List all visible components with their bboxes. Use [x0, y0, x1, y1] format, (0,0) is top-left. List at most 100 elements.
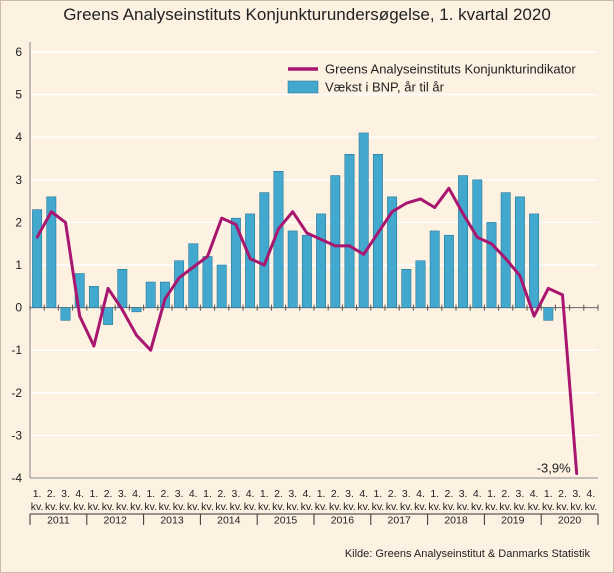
- indicator-point: [248, 257, 252, 260]
- x-tick-label-number: 3.: [459, 488, 468, 500]
- year-label-2018: 2018: [444, 515, 468, 527]
- x-tick-label-number: 2.: [558, 488, 567, 500]
- x-tick-label-kv: kv.: [201, 501, 214, 513]
- bar-2014-q1: [202, 256, 213, 308]
- indicator-point: [334, 244, 337, 248]
- indicator-point: [390, 210, 394, 214]
- x-tick-label-kv: kv.: [116, 501, 129, 513]
- y-tick-label: 3: [15, 173, 22, 187]
- x-tick-label-number: 4.: [132, 488, 141, 500]
- indicator-point: [504, 257, 508, 260]
- year-label-2015: 2015: [274, 515, 298, 527]
- bar-layer: [32, 132, 554, 325]
- bar-2019-q1: [486, 222, 497, 308]
- bar-2012-q1: [88, 286, 99, 308]
- x-tick-label-number: 3.: [345, 488, 354, 500]
- bar-2016-q4: [358, 132, 369, 308]
- indicator-point: [305, 231, 309, 235]
- x-tick-label-number: 4.: [587, 488, 596, 500]
- indicator-point: [163, 297, 167, 301]
- year-label-2020: 2020: [558, 515, 582, 527]
- x-tick-label-kv: kv.: [400, 501, 413, 513]
- bar-2019-q4: [529, 213, 540, 308]
- indicator-point: [447, 187, 451, 190]
- indicator-point: [121, 308, 124, 312]
- x-tick-label-kv: kv.: [514, 501, 527, 513]
- indicator-point: [405, 201, 408, 205]
- bar-2013-q2: [159, 281, 170, 308]
- x-tick-label-kv: kv.: [414, 501, 427, 513]
- bar-2013-q4: [188, 243, 199, 308]
- y-tick-label: 5: [15, 88, 22, 102]
- indicator-point: [234, 223, 238, 226]
- x-tick-label-number: 1.: [33, 488, 42, 500]
- y-tick-label: 1: [15, 258, 22, 272]
- indicator-point: [220, 216, 223, 220]
- indicator-point: [376, 231, 380, 235]
- x-tick-label-kv: kv.: [230, 501, 243, 513]
- bar-2012-q2: [103, 307, 114, 325]
- x-tick-label-number: 2.: [388, 488, 397, 500]
- year-label-2017: 2017: [388, 515, 412, 527]
- bar-2018-q2: [443, 234, 454, 308]
- source-note: Kilde: Greens Analyseinstitut & Danmarks…: [344, 548, 590, 560]
- x-tick-label-kv: kv.: [386, 501, 399, 513]
- bar-2012-q3: [117, 269, 128, 308]
- x-tick-label-number: 2.: [445, 488, 454, 500]
- x-tick-label-kv: kv.: [301, 501, 314, 513]
- y-tick-label: 2: [15, 215, 22, 229]
- x-tick-label-kv: kv.: [144, 501, 157, 513]
- indicator-point: [50, 210, 53, 214]
- indicator-point: [291, 210, 295, 214]
- bar-2011-q3: [60, 307, 71, 321]
- indicator-point: [419, 197, 422, 201]
- year-label-2016: 2016: [331, 515, 355, 527]
- year-label-2012: 2012: [104, 515, 128, 527]
- indicator-point: [547, 287, 550, 290]
- x-tick-label-kv: kv.: [102, 501, 115, 513]
- x-tick-label-number: 1.: [430, 488, 439, 500]
- x-tick-label-number: 3.: [232, 488, 241, 500]
- indicator-point: [135, 333, 138, 337]
- bar-2018-q4: [472, 179, 483, 308]
- x-tick-label-kv: kv.: [130, 501, 143, 513]
- x-tick-label-number: 3.: [175, 488, 184, 500]
- bar-2015-q1: [259, 192, 270, 308]
- x-tick-label-kv: kv.: [286, 501, 299, 513]
- indicator-point: [206, 255, 209, 258]
- x-tick-label-kv: kv.: [88, 501, 101, 513]
- legend-label-indicator: Greens Analyseinstituts Konjunkturindika…: [325, 62, 576, 77]
- indicator-point: [433, 206, 437, 209]
- x-tick-label-kv: kv.: [31, 501, 44, 513]
- indicator-point: [348, 244, 351, 248]
- x-tick-label-number: 4.: [359, 488, 368, 500]
- x-tick-label-number: 2.: [161, 488, 170, 500]
- legend: Greens Analyseinstituts Konjunkturindika…: [287, 62, 576, 95]
- x-tick-label-kv: kv.: [443, 501, 456, 513]
- year-label-2014: 2014: [217, 515, 241, 527]
- x-tick-label-number: 1.: [260, 488, 269, 500]
- x-tick-label-number: 2.: [104, 488, 113, 500]
- x-tick-label-kv: kv.: [59, 501, 72, 513]
- x-tick-label-kv: kv.: [173, 501, 186, 513]
- indicator-point: [561, 293, 564, 297]
- bar-2020-q1: [543, 307, 554, 321]
- year-label-2013: 2013: [160, 515, 184, 527]
- x-tick-label-number: 1.: [487, 488, 496, 500]
- bar-2017-q3: [401, 269, 412, 308]
- x-tick-label-number: 1.: [90, 488, 99, 500]
- x-tick-label-kv: kv.: [258, 501, 271, 513]
- indicator-point: [263, 263, 266, 267]
- x-tick-label-kv: kv.: [570, 501, 583, 513]
- x-tick-label-number: 2.: [501, 488, 510, 500]
- y-tick-label: 6: [15, 45, 22, 59]
- indicator-point: [362, 253, 366, 256]
- indicator-point: [575, 472, 578, 476]
- indicator-point: [92, 344, 96, 348]
- bar-2017-q2: [387, 196, 398, 308]
- bar-2016-q3: [344, 153, 355, 308]
- indicator-point: [106, 287, 110, 290]
- x-tick-label-kv: kv.: [485, 501, 498, 513]
- x-tick-label-kv: kv.: [357, 501, 370, 513]
